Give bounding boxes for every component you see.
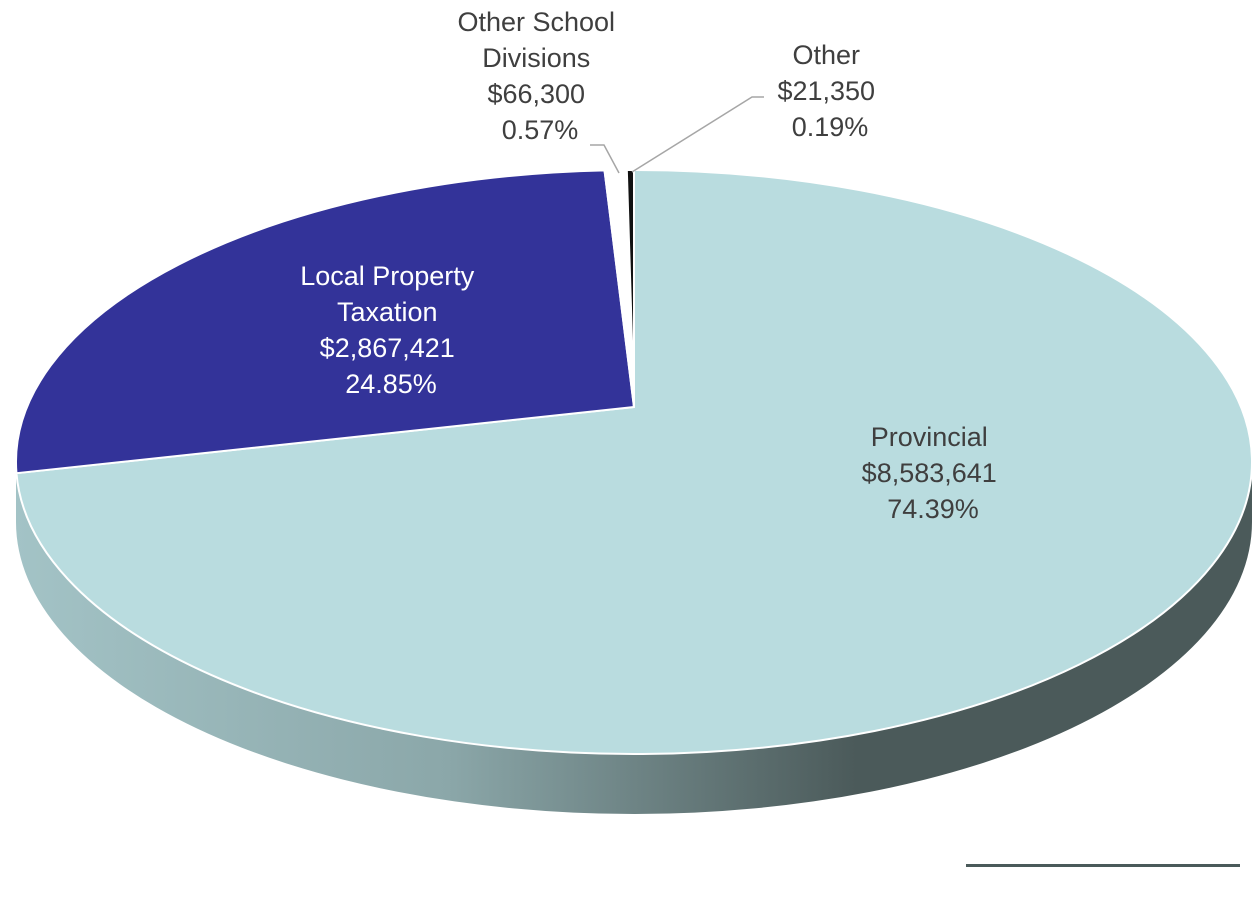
slice-name-other-school-line1: Other School — [457, 7, 615, 37]
leader-line-other — [631, 96, 764, 173]
slice-name-other: Other — [792, 40, 860, 70]
leader-line-other-school-divisions — [590, 144, 620, 174]
slice-label-other: Other $21,350 0.19% — [777, 40, 882, 142]
slice-percent-provincial: 74.39% — [887, 494, 979, 524]
slice-label-other-school-divisions: Other School Divisions $66,300 0.57% — [457, 7, 622, 145]
slice-label-provincial: Provincial $8,583,641 74.39% — [862, 422, 1005, 524]
pie-slice-provincial — [15, 169, 1253, 755]
decorative-corner-line — [966, 864, 1240, 867]
slice-label-local-property-taxation: Local Property Taxation $2,867,421 24.85… — [300, 261, 482, 399]
slice-percent-other-school: 0.57% — [502, 115, 579, 145]
slice-name-local-property-line2: Taxation — [337, 297, 438, 327]
slice-name-other-school-line2: Divisions — [482, 43, 590, 73]
slice-percent-other: 0.19% — [792, 112, 869, 142]
slice-value-local-property: $2,867,421 — [320, 333, 455, 363]
slice-value-provincial: $8,583,641 — [862, 458, 997, 488]
slice-name-provincial: Provincial — [871, 422, 988, 452]
slice-value-other-school: $66,300 — [487, 79, 585, 109]
pie-slices — [15, 169, 1253, 755]
slice-percent-local-property: 24.85% — [345, 369, 437, 399]
slice-value-other: $21,350 — [777, 76, 875, 106]
slice-name-local-property-line1: Local Property — [300, 261, 475, 291]
pie-side-wall — [16, 462, 1252, 814]
pie-slice-local-property-taxation — [15, 169, 635, 475]
